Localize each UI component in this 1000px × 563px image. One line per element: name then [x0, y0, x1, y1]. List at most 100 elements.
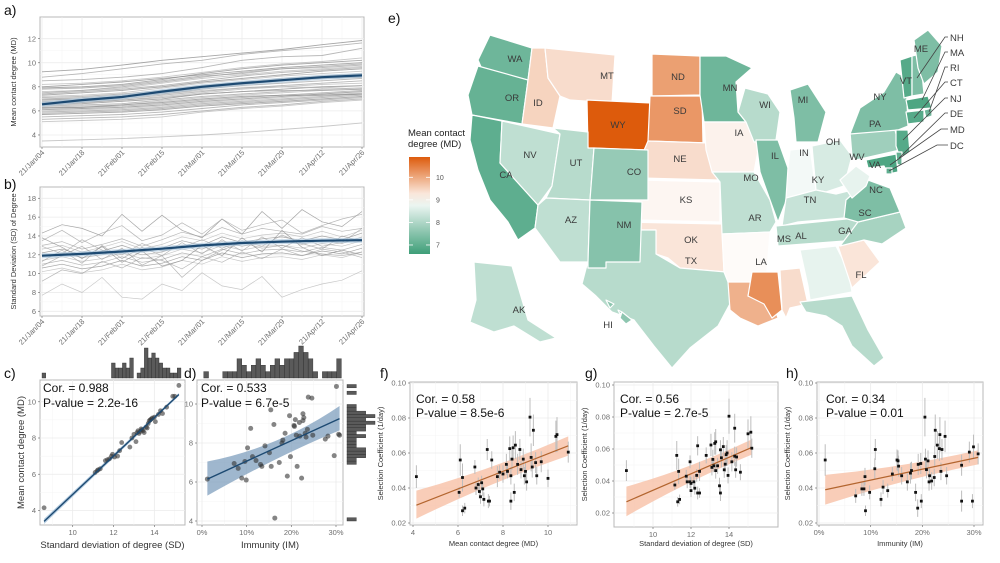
series-line-state-16 — [41, 270, 363, 300]
scatter-point — [152, 419, 158, 425]
scatter-point — [519, 468, 523, 472]
y-tick-label: 6 — [32, 470, 36, 479]
series-line-state-26 — [41, 97, 363, 118]
legend-title: Mean contact degree (MD) — [408, 128, 465, 150]
scatter-point — [160, 411, 165, 416]
panel-h-scatter-immunity-vs-selection: 0.02 0.04 0.06 0.08 0.10 0% 10% 20% 30% Cor. = 0.… — [783, 379, 984, 548]
scatter-point — [897, 464, 900, 468]
scatter-point — [287, 413, 293, 419]
top-histogram-bar — [298, 345, 304, 379]
scatter-point — [937, 447, 941, 451]
trend-line — [41, 74, 363, 106]
y-tick-label: 0.06 — [798, 449, 813, 458]
scatter-point — [481, 487, 485, 491]
scatter-point — [534, 461, 538, 465]
right-histogram-bar — [346, 517, 357, 522]
y-tick-label: 0.02 — [391, 519, 406, 528]
x-tick-label: 21/Jan/18 — [57, 148, 87, 178]
state-ga — [799, 245, 853, 301]
x-tick-label: 21/Apr/26 — [337, 317, 366, 346]
top-histogram-bar — [265, 371, 271, 379]
scatter-point — [284, 473, 290, 479]
state-label-sc: SC — [858, 208, 871, 219]
state-wv — [839, 165, 871, 199]
state-label-me: ME — [914, 44, 928, 55]
top-histogram-bar — [162, 367, 167, 379]
scatter-point — [713, 442, 717, 445]
right-histogram-bar — [346, 454, 366, 458]
scatter-point — [299, 475, 305, 481]
correlation-annotation: Cor. = 0.988 — [43, 381, 109, 395]
x-axis-title: Immunity (IM) — [877, 539, 923, 548]
top-histogram-bar — [251, 365, 257, 379]
panel-label-b: b) — [4, 176, 16, 192]
scatter-point — [535, 474, 539, 478]
x-tick-label: 0% — [814, 528, 825, 537]
scatter-point — [862, 487, 866, 491]
panel-label-e: e) — [388, 10, 400, 26]
x-tick-label: 21/Jan/18 — [57, 317, 87, 347]
scatter-point — [485, 448, 489, 451]
scatter-point — [924, 457, 927, 461]
series-line-state-22 — [41, 92, 363, 112]
top-histogram-bar — [125, 367, 130, 379]
callout-label-nj: NJ — [950, 94, 962, 105]
scatter-point — [524, 469, 527, 473]
panel-label-h: h) — [786, 365, 798, 381]
scatter-point — [239, 475, 245, 481]
state-az — [534, 197, 591, 263]
state-label-wa: WA — [508, 54, 524, 65]
scatter-point — [525, 480, 529, 484]
scatter-point — [509, 499, 513, 503]
state-ms — [747, 271, 783, 319]
scatter-point — [271, 421, 277, 427]
y-tick-label: 16 — [28, 213, 36, 222]
scatter-point — [721, 445, 725, 448]
state-label-or: OR — [505, 93, 519, 104]
scatter-point — [303, 434, 309, 440]
scatter-point — [480, 481, 484, 485]
scatter-point — [482, 497, 486, 501]
scatter-point — [854, 494, 858, 498]
state-mt — [544, 47, 616, 104]
scatter-point — [695, 474, 699, 477]
y-axis-title: Selection Coefficient (1/day) — [580, 407, 589, 501]
scatter-point — [727, 414, 731, 418]
state-label-nd: ND — [671, 72, 685, 83]
scatter-point — [508, 447, 512, 451]
scatter-point — [473, 465, 477, 469]
state-label-nv: NV — [523, 150, 537, 161]
scatter-point — [479, 495, 482, 499]
scatter-point — [684, 474, 688, 478]
scatter-point — [863, 475, 867, 479]
y-tick-label: 6 — [32, 106, 36, 115]
right-histogram-bar — [346, 444, 357, 448]
y-axis-title: Mean contact degree (MD) — [9, 37, 18, 127]
top-histogram-bar — [122, 362, 127, 379]
scatter-point — [506, 469, 509, 473]
top-histogram-bar — [136, 372, 141, 379]
state-label-la: LA — [755, 257, 767, 268]
scatter-point — [529, 455, 533, 459]
x-tick-label: 14 — [150, 528, 158, 537]
scatter-point — [333, 383, 339, 389]
scatter-point — [724, 453, 728, 456]
top-histogram-bar — [151, 352, 156, 379]
series-line-state-7 — [41, 240, 363, 262]
state-label-in: IN — [799, 148, 809, 159]
scatter-point — [231, 460, 237, 466]
scatter-point — [916, 506, 920, 510]
x-tick-label: 10 — [544, 528, 552, 537]
scatter-point — [940, 448, 944, 451]
scatter-point — [461, 476, 464, 479]
x-tick-label: 14 — [725, 530, 733, 539]
top-histogram-bar — [118, 367, 123, 379]
scatter-point — [692, 480, 696, 484]
scatter-point — [504, 462, 508, 466]
scatter-point — [925, 468, 928, 472]
series-line-state-32 — [41, 88, 363, 105]
scatter-point — [720, 456, 723, 460]
scatter-point — [714, 440, 718, 444]
scatter-point — [688, 480, 692, 484]
